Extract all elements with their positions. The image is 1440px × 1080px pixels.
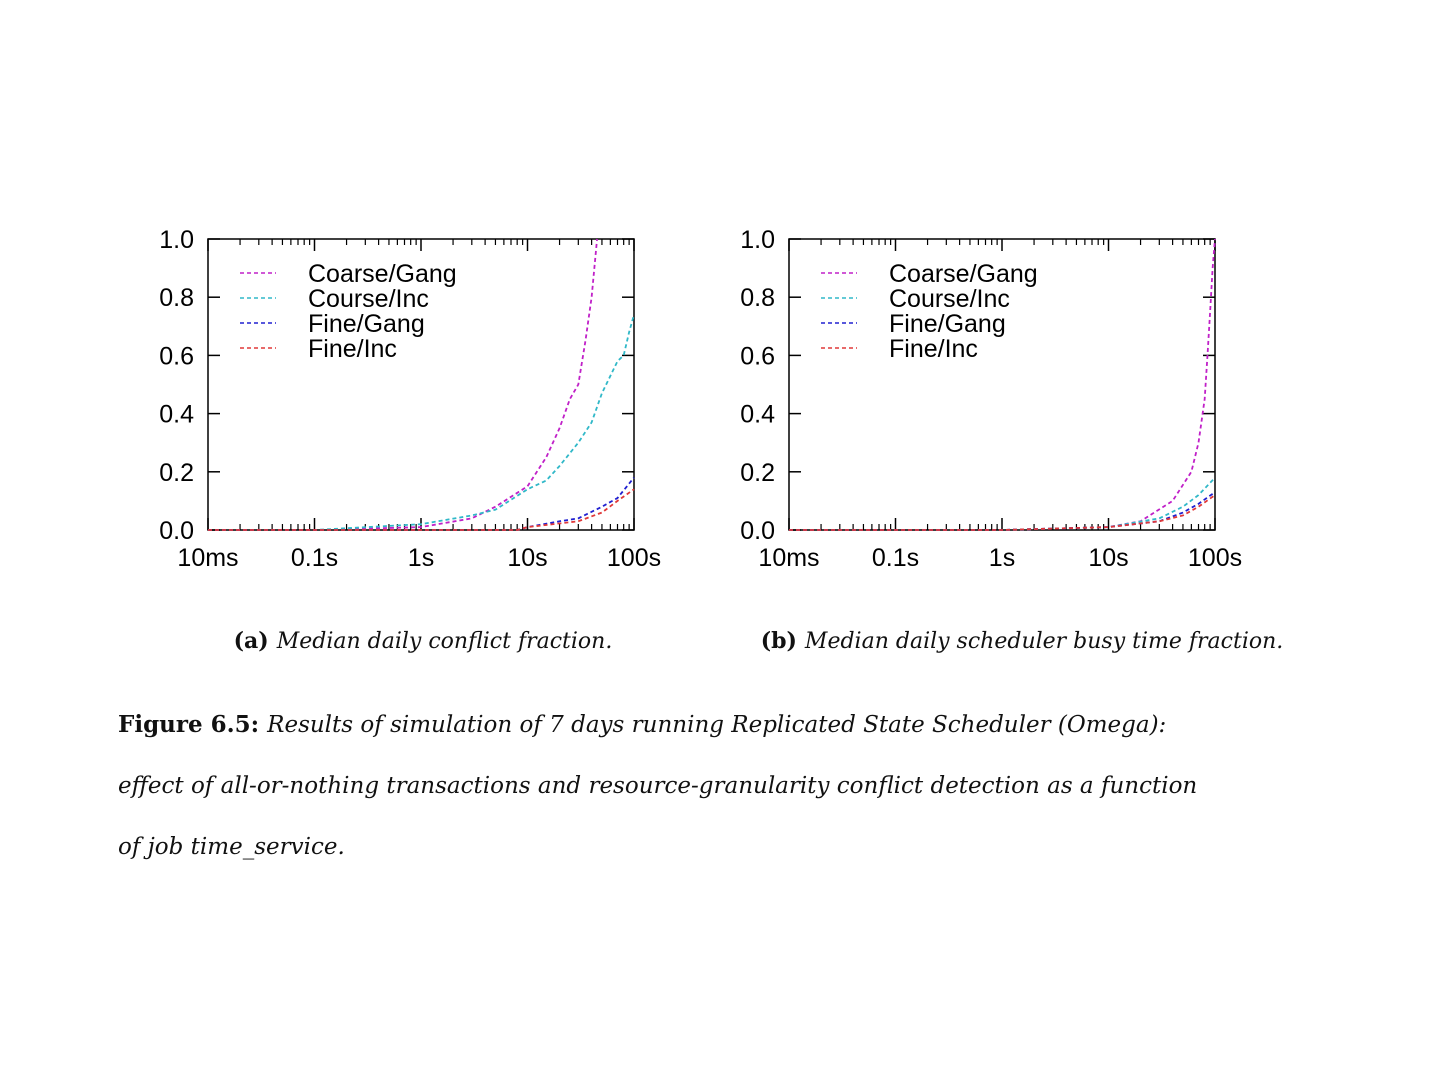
subcaption: (b) Median daily scheduler busy time frac… (761, 628, 1284, 654)
caption-text: Results of simulation of 7 days running … (267, 712, 1167, 738)
figure-label: Figure 6.5: (118, 711, 260, 738)
y-tick-label: 0.4 (159, 401, 194, 429)
charts: 0.0 0.2 0.4 0.6 0.8 1.0 10ms 0.1s 1s 10s 100s Coars… (159, 226, 1284, 654)
x-tick-label: 10ms (758, 544, 819, 572)
subcaption: (a) Median daily conflict fraction. (234, 628, 613, 654)
legend-label: Coarse/Gang (889, 260, 1038, 288)
legend-label: Fine/Inc (308, 335, 397, 363)
x-tick-label: 0.1s (872, 544, 919, 572)
y-tick-label: 0.6 (159, 342, 194, 370)
y-tick-label: 0.2 (159, 459, 194, 487)
series-line (208, 477, 635, 531)
subcaption-label: (b) (761, 628, 797, 654)
legend-label: Course/Inc (308, 285, 429, 313)
series-line (789, 477, 1216, 531)
series-line (208, 314, 635, 531)
caption-line: Figure 6.5: Results of simulation of 7 da… (118, 700, 1318, 761)
subcaption-text: Median daily conflict fraction. (276, 629, 613, 654)
y-tick-label: 0.0 (740, 517, 775, 545)
caption-text: of job time_service. (118, 834, 345, 860)
y-tick-label: 1.0 (159, 226, 194, 254)
legend-label: Course/Inc (889, 285, 1010, 313)
x-tick-label: 10s (1088, 544, 1128, 572)
caption-text: effect of all-or-nothing transactions an… (118, 773, 1198, 799)
legend-label: Coarse/Gang (308, 260, 457, 288)
x-tick-label: 1s (989, 544, 1015, 572)
series-line (208, 488, 635, 531)
legend-label: Fine/Gang (889, 310, 1006, 338)
x-tick-label: 10s (507, 544, 547, 572)
y-tick-label: 0.4 (740, 401, 775, 429)
y-tick-label: 0.8 (159, 284, 194, 312)
x-tick-label: 10ms (177, 544, 238, 572)
x-tick-label: 100s (1188, 544, 1242, 572)
y-tick-label: 0.2 (740, 459, 775, 487)
y-tick-label: 0.0 (159, 517, 194, 545)
y-tick-label: 1.0 (740, 226, 775, 254)
x-tick-label: 100s (607, 544, 661, 572)
caption-line: effect of all-or-nothing transactions an… (118, 761, 1318, 822)
legend-label: Fine/Gang (308, 310, 425, 338)
caption-line: of job time_service. (118, 822, 1318, 883)
subcaption-label: (a) (234, 628, 269, 654)
y-tick-label: 0.8 (740, 284, 775, 312)
legend-label: Fine/Inc (889, 335, 978, 363)
series-line (208, 238, 598, 531)
figure-caption: Figure 6.5: Results of simulation of 7 da… (118, 700, 1318, 883)
series-line (789, 494, 1216, 531)
subcaption-text: Median daily scheduler busy time fractio… (804, 629, 1283, 654)
y-tick-label: 0.6 (740, 342, 775, 370)
x-tick-label: 1s (408, 544, 434, 572)
x-tick-label: 0.1s (291, 544, 338, 572)
